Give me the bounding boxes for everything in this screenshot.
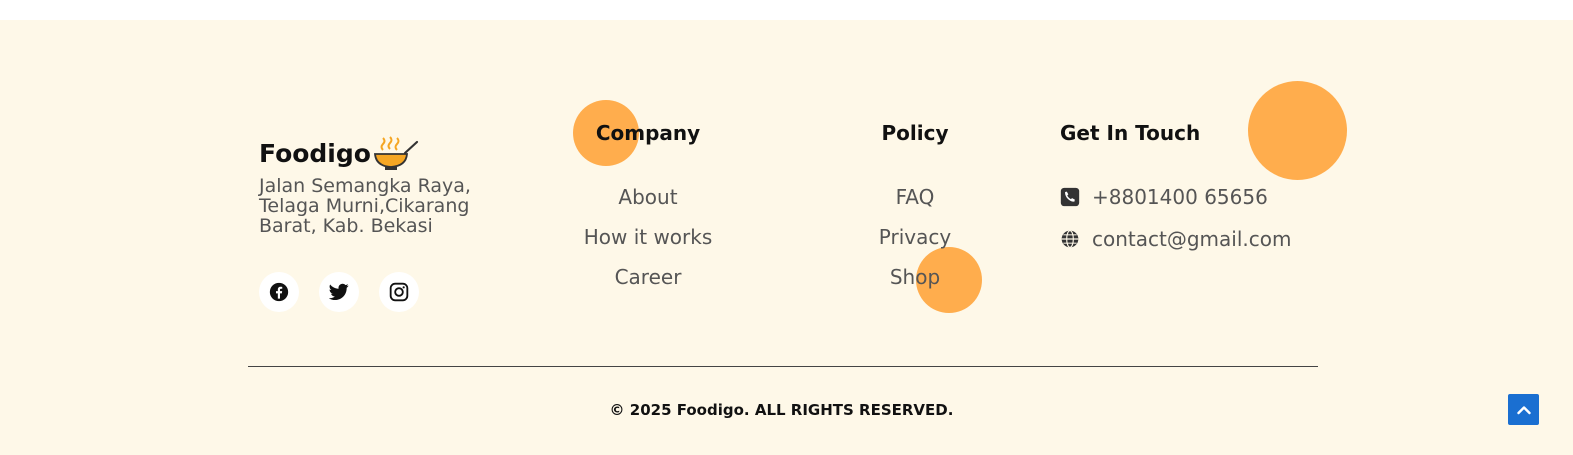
phone-icon — [1060, 187, 1080, 207]
company-heading: Company — [595, 121, 701, 145]
chevron-up-icon — [1516, 405, 1531, 414]
policy-links: FAQ Privacy Shop — [805, 184, 1025, 304]
phone-number: +8801400 65656 — [1092, 185, 1268, 209]
globe-icon — [1061, 230, 1079, 248]
facebook-icon — [269, 282, 289, 302]
facebook-link[interactable] — [259, 272, 299, 312]
footer-link-faq[interactable]: FAQ — [895, 185, 935, 209]
email-address: contact@gmail.com — [1092, 227, 1292, 251]
footer-divider — [248, 366, 1318, 367]
copyright-text: © 2025 Foodigo. ALL RIGHTS RESERVED. — [609, 401, 954, 419]
contact-heading: Get In Touch — [1060, 121, 1201, 145]
footer-link-shop[interactable]: Shop — [889, 265, 941, 289]
instagram-link[interactable] — [379, 272, 419, 312]
scroll-to-top-button[interactable] — [1508, 394, 1539, 425]
bowl-steam-icon — [373, 136, 419, 170]
contact-phone[interactable]: +8801400 65656 — [1060, 185, 1268, 209]
footer-link-career[interactable]: Career — [614, 265, 682, 289]
policy-heading: Policy — [881, 121, 949, 145]
twitter-link[interactable] — [319, 272, 359, 312]
footer-link-privacy[interactable]: Privacy — [878, 225, 952, 249]
site-footer: Foodigo Jalan Semangka Raya, Telaga Murn… — [0, 20, 1573, 455]
footer-link-how-it-works[interactable]: How it works — [583, 225, 713, 249]
decorative-blob — [916, 247, 982, 313]
brand-name: Foodigo — [259, 138, 371, 168]
company-address: Jalan Semangka Raya, Telaga Murni,Cikara… — [259, 175, 471, 237]
contact-email[interactable]: contact@gmail.com — [1060, 227, 1291, 251]
instagram-icon — [389, 282, 409, 302]
brand-logo[interactable]: Foodigo — [259, 134, 419, 172]
twitter-icon — [329, 283, 349, 300]
decorative-blob — [1248, 81, 1347, 180]
social-links — [259, 272, 419, 312]
decorative-blob — [573, 100, 639, 166]
company-links: About How it works Career — [538, 184, 758, 304]
footer-link-about[interactable]: About — [618, 185, 678, 209]
